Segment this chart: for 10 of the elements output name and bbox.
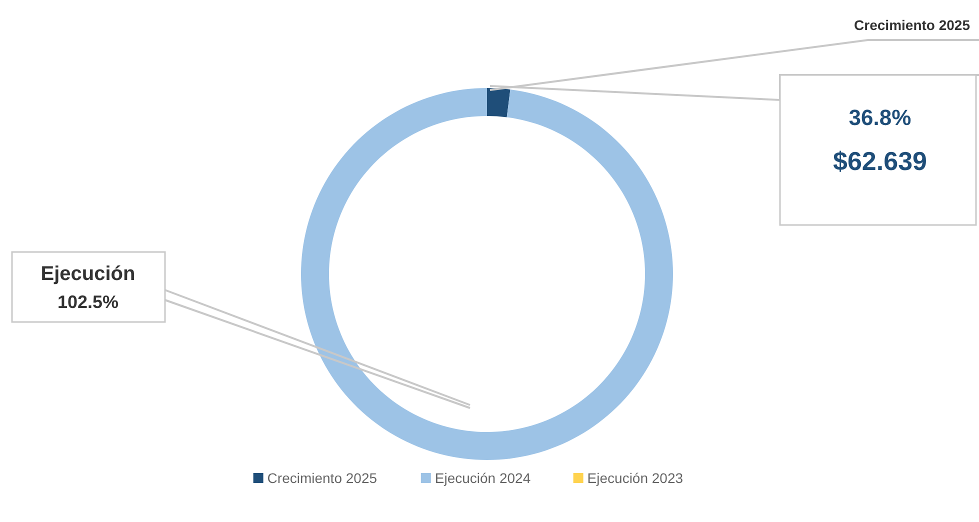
text: Crecimiento 2025 [854,17,970,33]
donut-slice [487,88,510,118]
text: $62.639 [833,146,927,176]
text: 102.5% [57,292,119,312]
legend-label: Crecimiento 2025 [267,470,378,486]
legend-label: Ejecución 2024 [434,470,531,486]
text: 36.8% [848,105,912,130]
legend-label: Ejecución 2023 [587,470,684,486]
donut-slice [301,88,673,460]
text: Ejecución [40,263,136,285]
